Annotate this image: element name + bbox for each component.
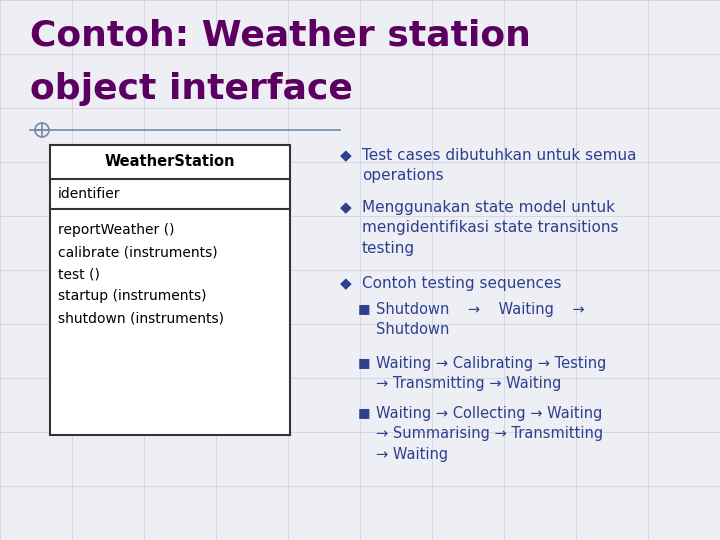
Text: ■: ■ <box>358 406 371 419</box>
Text: Waiting → Calibrating → Testing
→ Transmitting → Waiting: Waiting → Calibrating → Testing → Transm… <box>376 356 606 392</box>
Text: ■: ■ <box>358 356 371 369</box>
Text: ◆: ◆ <box>340 148 352 163</box>
Text: Menggunakan state model untuk
mengidentifikasi state transitions
testing: Menggunakan state model untuk mengidenti… <box>362 200 618 256</box>
Text: Waiting → Collecting → Waiting
→ Summarising → Transmitting
→ Waiting: Waiting → Collecting → Waiting → Summari… <box>376 406 603 462</box>
Text: test (): test () <box>58 267 100 281</box>
Text: ◆: ◆ <box>340 276 352 291</box>
Text: calibrate (instruments): calibrate (instruments) <box>58 245 217 259</box>
Text: shutdown (instruments): shutdown (instruments) <box>58 311 224 325</box>
Text: Contoh: Weather station: Contoh: Weather station <box>30 18 531 52</box>
Text: ■: ■ <box>358 302 371 315</box>
Bar <box>50 145 290 435</box>
Text: Shutdown    →    Waiting    →
Shutdown: Shutdown → Waiting → Shutdown <box>376 302 585 338</box>
Text: reportWeather (): reportWeather () <box>58 223 174 237</box>
Text: identifier: identifier <box>58 187 120 201</box>
Text: startup (instruments): startup (instruments) <box>58 289 207 303</box>
Text: ◆: ◆ <box>340 200 352 215</box>
Text: Contoh testing sequences: Contoh testing sequences <box>362 276 562 291</box>
Text: WeatherStation: WeatherStation <box>104 154 235 170</box>
Text: Test cases dibutuhkan untuk semua
operations: Test cases dibutuhkan untuk semua operat… <box>362 148 636 184</box>
Text: object interface: object interface <box>30 72 353 106</box>
